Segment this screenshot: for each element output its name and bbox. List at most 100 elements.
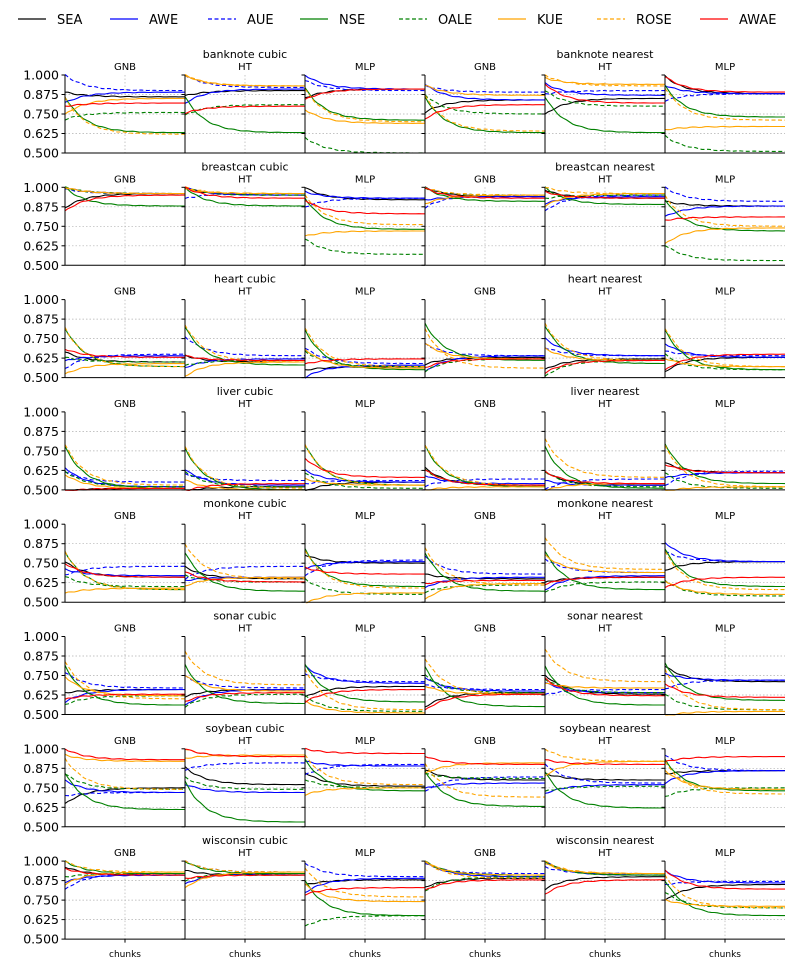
y-tick-label: 0.625 <box>23 688 59 703</box>
series-line-awae <box>665 76 785 93</box>
series-line-rose <box>425 95 545 132</box>
panel-group-title: wisconsin nearest <box>556 834 655 847</box>
series-line-awae <box>425 187 545 199</box>
series-line-awae <box>185 105 305 115</box>
series-line-oale <box>425 94 545 115</box>
series-line-oale <box>665 892 785 909</box>
series-line-aue <box>425 342 545 357</box>
series-line-awae <box>185 186 305 199</box>
series-line-aue <box>305 80 425 92</box>
y-tick-label: 1.000 <box>23 629 59 644</box>
panel-classifier-label: GNB <box>114 624 136 635</box>
series-line-awae <box>305 88 425 100</box>
series-line-rose <box>425 763 545 798</box>
series-line-rose <box>185 446 305 489</box>
y-tick-label: 0.750 <box>23 219 59 234</box>
series-line-awae <box>185 692 305 702</box>
panel-classifier-label: GNB <box>114 511 136 522</box>
series-line-kue <box>65 362 185 375</box>
panel-group-title: banknote cubic <box>203 48 287 61</box>
series-line-oale <box>545 194 665 199</box>
series-line-rose <box>305 550 425 589</box>
series-line-aue <box>305 862 425 878</box>
series-line-nse <box>425 187 545 202</box>
series-line-aue <box>425 555 545 575</box>
series-line-aue <box>185 336 305 357</box>
y-tick-label: 0.875 <box>23 761 59 776</box>
series-line-rose <box>665 761 785 795</box>
series-line-oale <box>305 694 425 712</box>
panel-classifier-label: GNB <box>474 174 496 185</box>
series-line-rose <box>65 326 185 368</box>
panel-group-title: monkone cubic <box>203 497 286 510</box>
panel-heart-cubic-ht: HT <box>181 287 305 379</box>
series-line-kue <box>185 871 305 889</box>
panel-wisconsin-nearest-mlp: MLP chunks <box>661 848 785 960</box>
legend-label: NSE <box>339 13 365 28</box>
panel-liver-nearest-gnb: GNB <box>421 399 545 491</box>
series-line-rose <box>185 860 305 873</box>
y-tick-label: 0.500 <box>23 595 59 610</box>
panel-classifier-label: MLP <box>355 399 375 410</box>
series-line-kue <box>665 710 785 716</box>
series-line-nse <box>65 665 185 706</box>
series-line-nse <box>65 186 185 207</box>
series-line-awae <box>185 874 305 879</box>
series-line-sea <box>545 876 665 891</box>
series-line-awae <box>185 571 305 583</box>
panel-classifier-label: HT <box>598 174 613 185</box>
series-line-awe <box>545 575 665 591</box>
series-line-rose <box>665 444 785 488</box>
series-line-rose <box>65 187 185 195</box>
series-line-aue <box>185 74 305 89</box>
series-line-awe <box>305 364 425 379</box>
series-line-nse <box>665 880 785 917</box>
series-line-nse <box>665 84 785 118</box>
series-line-rose <box>65 757 185 790</box>
series-line-rose <box>665 88 785 121</box>
panel-wisconsin-cubic-ht: HT chunks <box>181 848 305 960</box>
series-line-nse <box>545 771 665 809</box>
panel-group-title: heart cubic <box>214 273 276 286</box>
series-line-nse <box>305 87 425 121</box>
series-line-oale <box>545 678 665 694</box>
y-tick-label: 1.000 <box>23 292 59 307</box>
series-line-rose <box>545 748 665 762</box>
panel-soybean-nearest-mlp: MLP <box>661 736 785 828</box>
series-line-rose <box>545 187 665 195</box>
series-line-awae <box>665 216 785 221</box>
series-line-sea <box>185 89 305 97</box>
series-line-awae <box>305 688 425 704</box>
series-line-nse <box>185 186 305 207</box>
series-line-aue <box>65 672 185 689</box>
series-line-rose <box>545 74 665 87</box>
y-tick-label: 0.500 <box>23 258 59 273</box>
series-line-awae <box>185 355 305 362</box>
series-line-rose <box>425 444 545 486</box>
series-line-sea <box>305 554 425 564</box>
series-line-rose <box>65 96 185 135</box>
series-line-nse <box>425 552 545 592</box>
legend-label: SEA <box>57 13 82 28</box>
series-line-nse <box>545 551 665 591</box>
y-tick-label: 0.750 <box>23 556 59 571</box>
series-line-aue <box>425 478 545 488</box>
panel-classifier-label: GNB <box>474 399 496 410</box>
series-line-awae <box>305 358 425 365</box>
series-line-aue <box>185 565 305 580</box>
y-tick-label: 0.500 <box>23 819 59 834</box>
series-line-nse <box>545 96 665 134</box>
panel-classifier-label: GNB <box>114 287 136 298</box>
y-tick-label: 0.750 <box>23 331 59 346</box>
series-line-nse <box>425 666 545 708</box>
series-line-kue <box>65 753 185 762</box>
y-tick-label: 1.000 <box>23 180 59 195</box>
series-line-oale <box>185 187 305 196</box>
series-line-oale <box>65 356 185 363</box>
panel-wisconsin-cubic-gnb: GNB chunks <box>61 848 185 960</box>
series-line-awe <box>665 205 785 217</box>
series-line-aue <box>545 89 665 95</box>
legend-entry-oale: OALE <box>399 13 472 28</box>
series-line-aue <box>65 565 185 576</box>
series-line-awae <box>425 358 545 369</box>
